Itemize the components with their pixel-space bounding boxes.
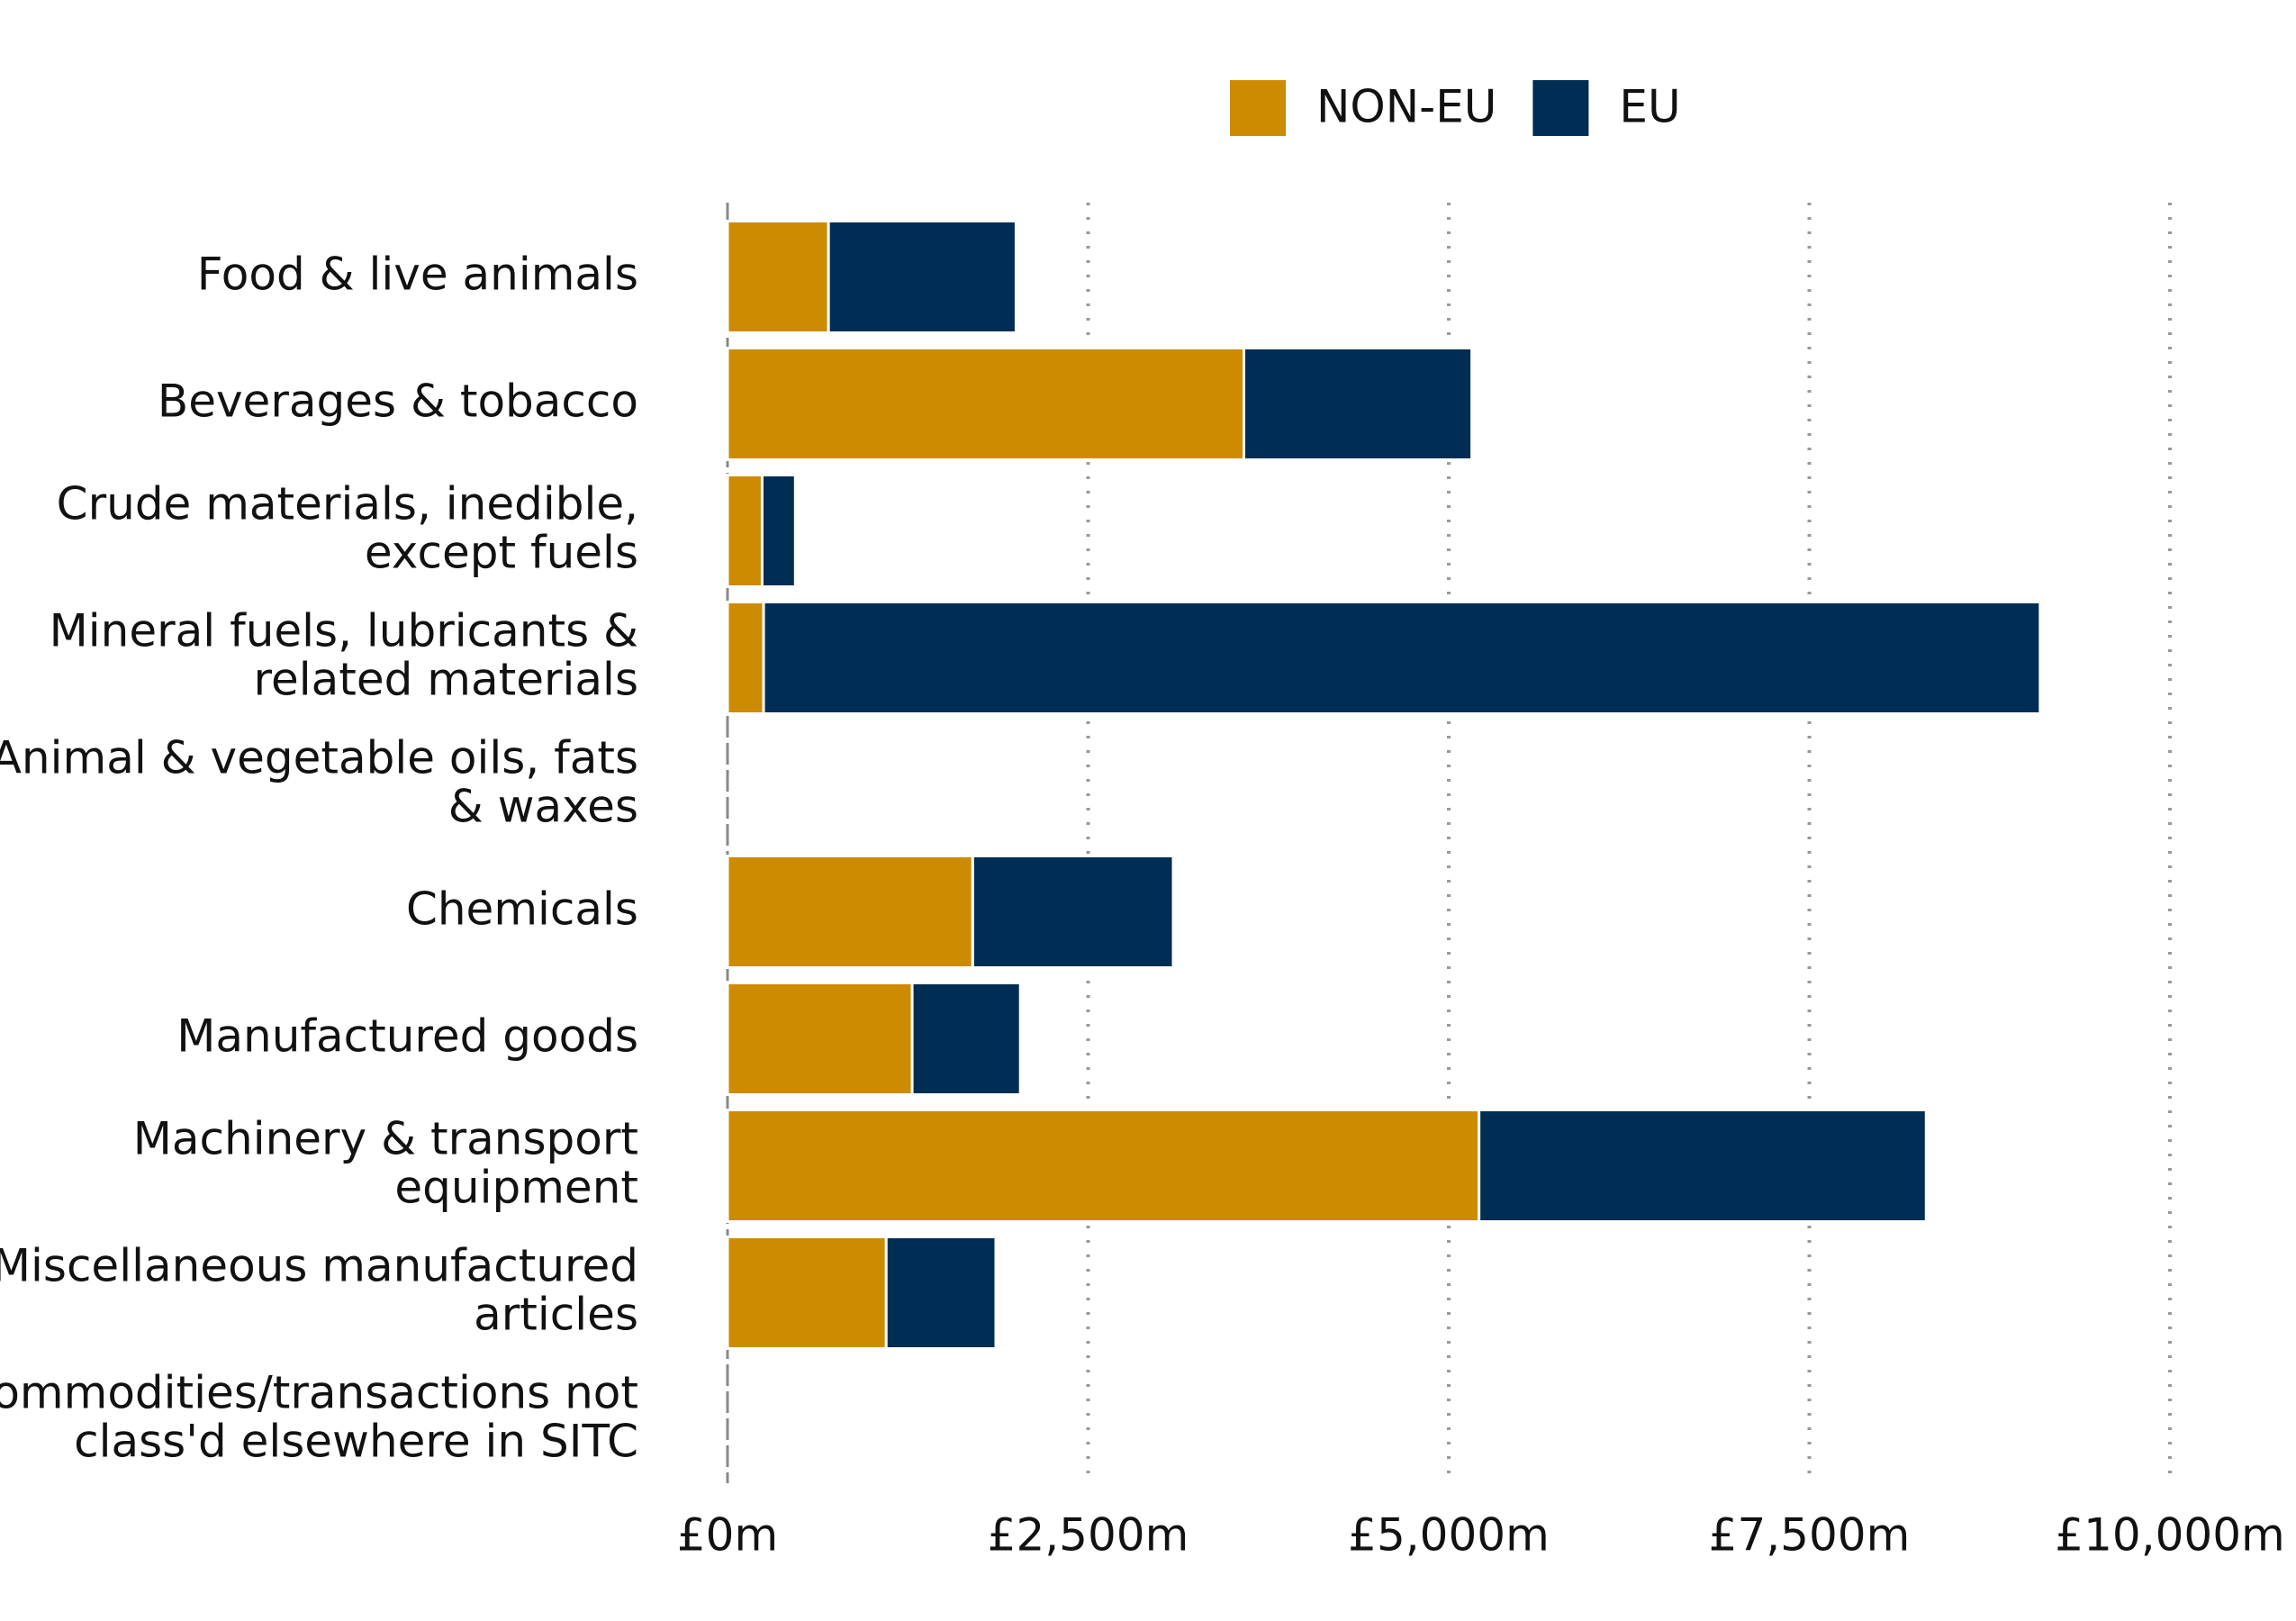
x-tick-label: £2,500m — [988, 1509, 1189, 1562]
category-label-line: Animal & vegetable oils, fats — [0, 731, 638, 783]
category-label-line: Commodities/transactions not — [0, 1366, 638, 1418]
category-label: Mineral fuels, lubricants & related mater… — [50, 604, 638, 705]
x-tick-label: £5,000m — [1348, 1509, 1550, 1562]
bar-segment — [726, 347, 1246, 461]
legend-swatch — [1230, 80, 1286, 136]
category-label-line: Manufactured goods — [176, 1010, 638, 1062]
bar-segment — [726, 601, 765, 715]
category-label-line: articles — [474, 1288, 638, 1340]
category-label-line: equipment — [394, 1161, 638, 1213]
bar-segment — [726, 1236, 888, 1350]
bar-segment — [971, 855, 1175, 969]
category-label: Animal & vegetable oils, fats & waxes — [0, 731, 638, 832]
bar-segment — [726, 220, 830, 334]
category-label: Manufactured goods — [176, 1010, 638, 1062]
bar-segment — [1243, 347, 1474, 461]
category-label-line: Food & live animals — [197, 248, 638, 300]
legend-label: NON-EU — [1316, 81, 1496, 133]
category-label-line: Miscellaneous manufactured — [0, 1239, 638, 1291]
bar-segment — [726, 982, 914, 1096]
category-label: Miscellaneous manufactured articles — [0, 1239, 638, 1340]
x-tick-label: £0m — [677, 1509, 778, 1562]
bar-segment — [827, 220, 1017, 334]
bar-segment — [726, 1109, 1481, 1223]
category-label-line: related materials — [254, 653, 639, 705]
bar-segment — [726, 855, 974, 969]
category-label-line: Machinery & transport — [133, 1112, 638, 1164]
category-label: Commodities/transactions not class'd else… — [0, 1366, 638, 1467]
legend-swatch — [1532, 80, 1589, 136]
bar-segment — [1478, 1109, 1928, 1223]
category-label: Chemicals — [406, 883, 638, 935]
category-label-line: Crude materials, inedible, — [57, 477, 638, 530]
bar-segment — [762, 601, 2042, 715]
category-label: Food & live animals — [197, 248, 638, 300]
legend-label: EU — [1619, 81, 1680, 133]
bar-segment — [910, 982, 1022, 1096]
category-label-line: Beverages & tobacco — [158, 375, 638, 427]
category-label: Crude materials, inedible, except fuels — [57, 477, 638, 578]
bar-segment — [884, 1236, 998, 1350]
category-label-line: class'd elsewhere in SITC — [74, 1415, 638, 1467]
bar-segment — [760, 474, 797, 588]
x-tick-label: £10,000m — [2055, 1509, 2284, 1562]
category-label-line: Chemicals — [406, 883, 638, 935]
category-label-line: except fuels — [365, 526, 638, 578]
category-label-line: & waxes — [448, 780, 638, 832]
category-label: Beverages & tobacco — [158, 375, 638, 427]
x-tick-label: £7,500m — [1709, 1509, 1911, 1562]
bar-segment — [726, 474, 764, 588]
category-label-line: Mineral fuels, lubricants & — [50, 604, 638, 657]
category-label: Machinery & transport equipment — [133, 1112, 638, 1213]
